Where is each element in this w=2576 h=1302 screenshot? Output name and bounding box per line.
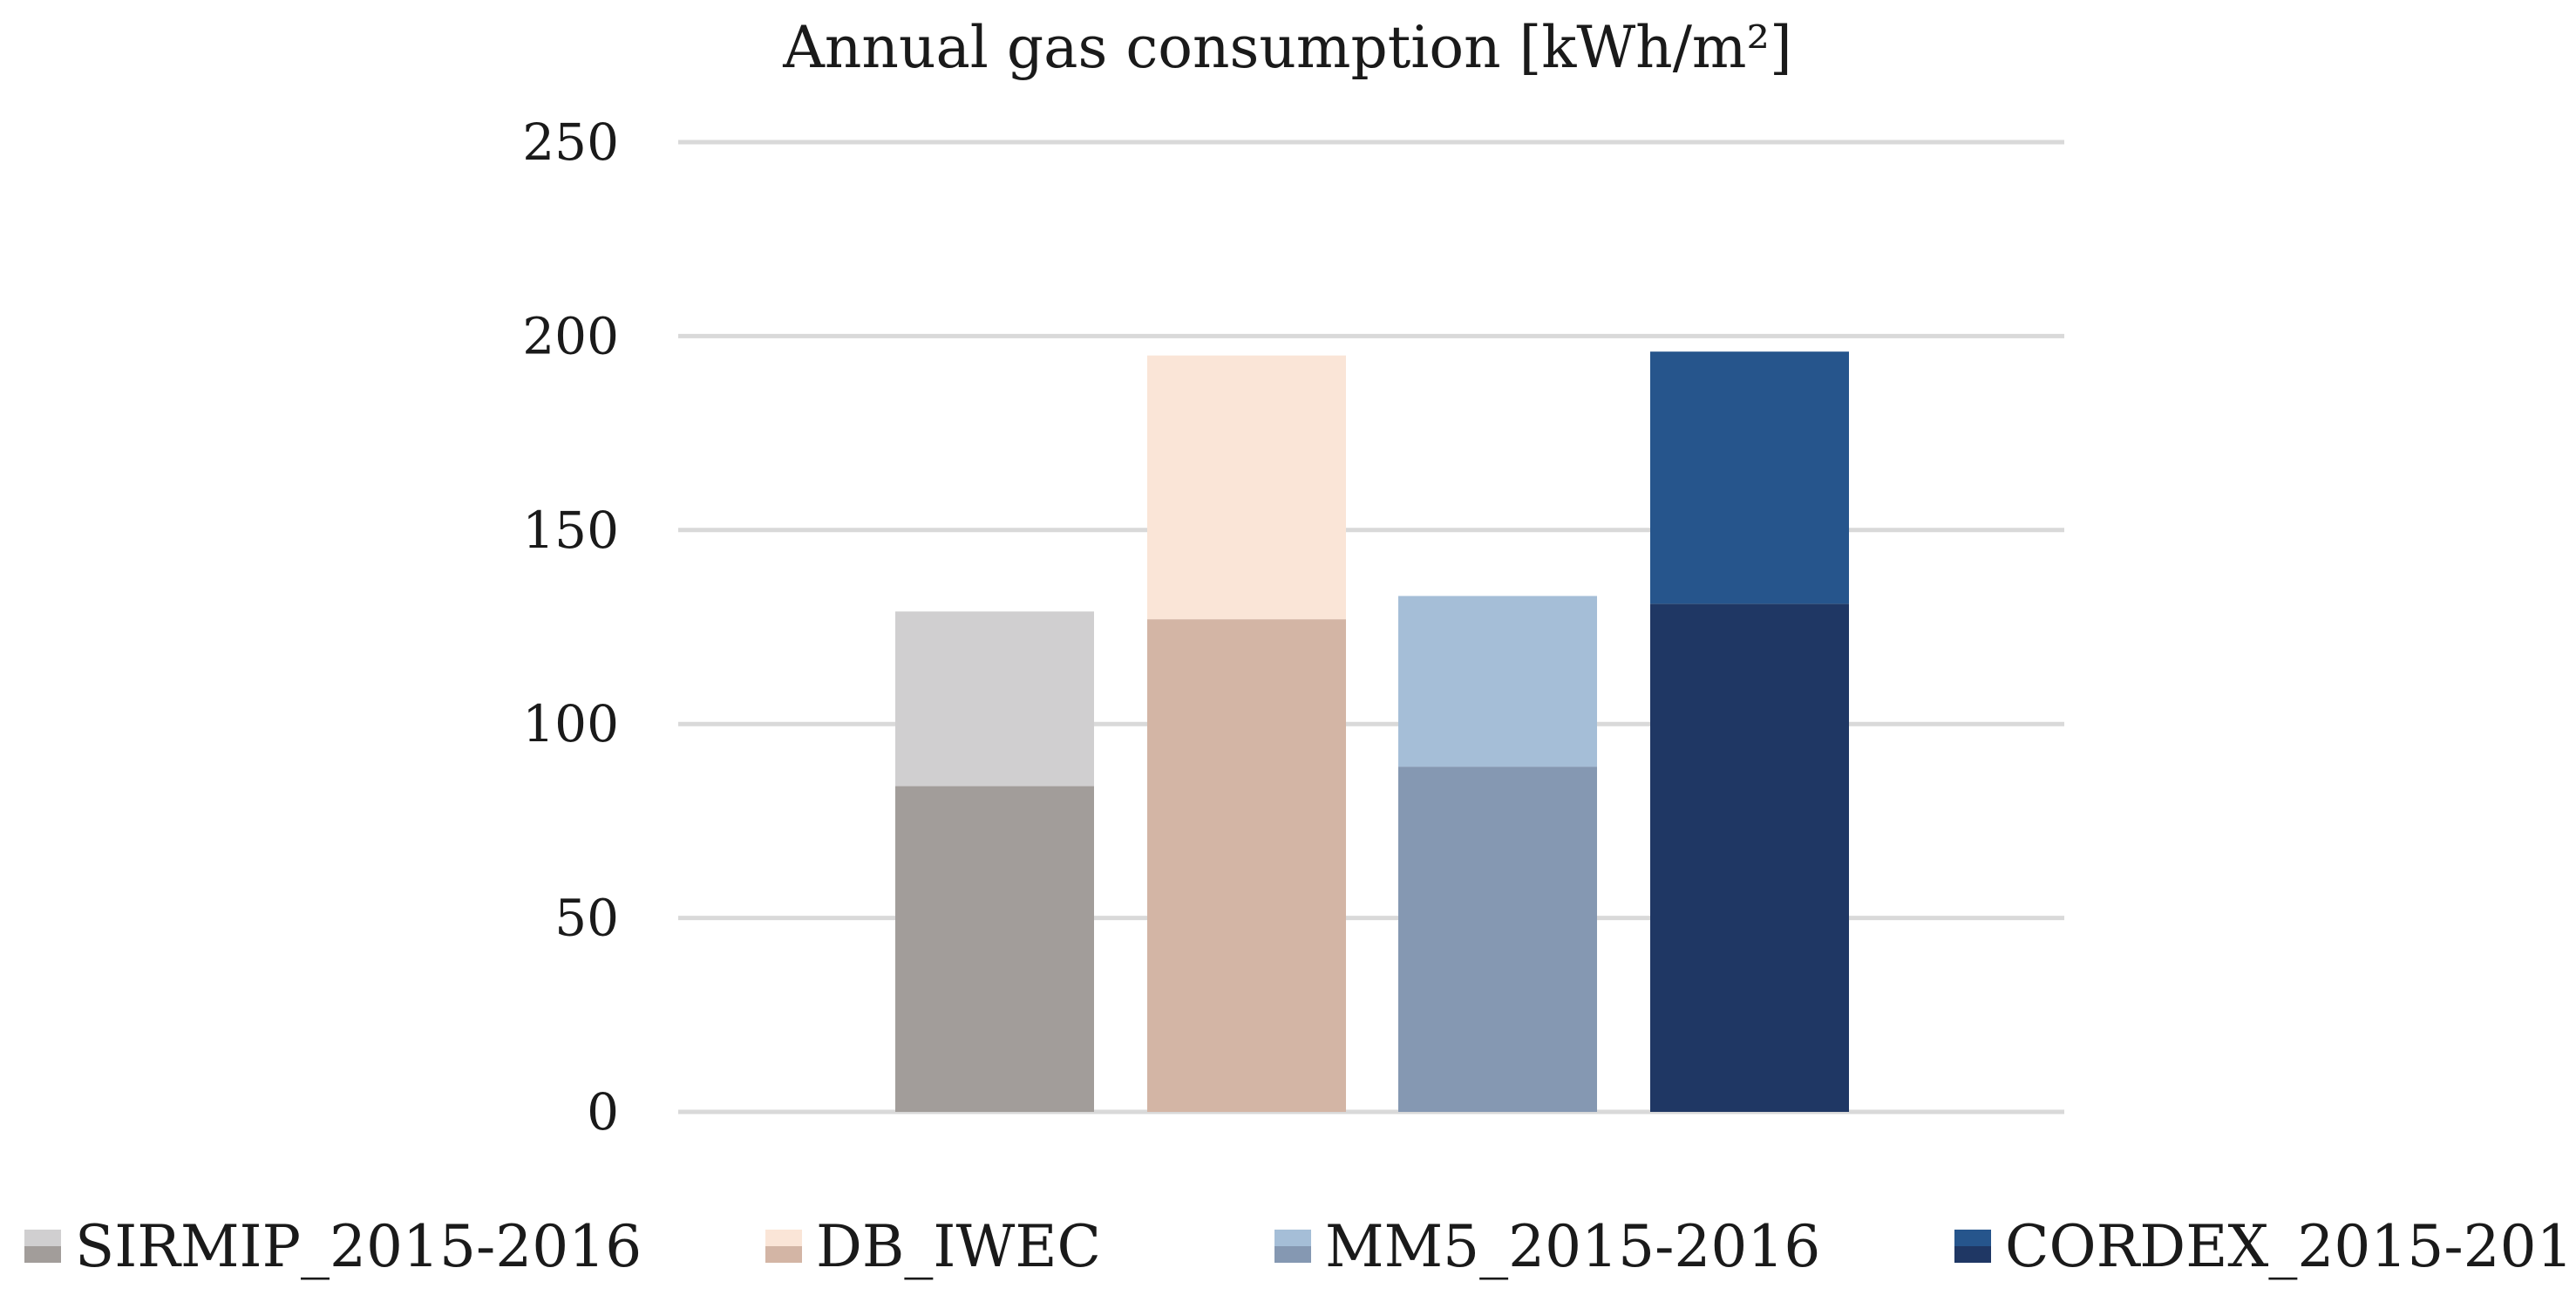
legend-swatch-base: [24, 1246, 61, 1263]
y-tick-label: 100: [522, 694, 619, 753]
y-tick-label: 200: [522, 306, 619, 365]
legend-label: MM5_2015-2016: [1325, 1213, 1820, 1280]
bar-segment-top: [1147, 355, 1346, 620]
bars: [895, 351, 1849, 1112]
gridlines: [678, 140, 2064, 1115]
y-tick-label: 250: [522, 112, 619, 172]
legend-swatch-top: [24, 1230, 61, 1246]
legend-label: SIRMIP_2015-2016: [75, 1213, 642, 1280]
legend-swatch-top: [765, 1230, 802, 1246]
bar-segment-top: [1398, 596, 1597, 767]
legend: SIRMIP_2015-2016 DB_IWEC MM5_2015-2016 CORD…: [24, 1213, 2576, 1280]
legend-label: CORDEX_2015-2016: [2005, 1213, 2576, 1280]
bar-segment-top: [1650, 351, 1849, 604]
bar-segment-base: [1650, 603, 1849, 1112]
legend-swatch-top: [1274, 1230, 1311, 1246]
legend-label: DB_IWEC: [816, 1213, 1101, 1280]
bar-segment-base: [895, 786, 1094, 1112]
legend-swatch-base: [1954, 1246, 1991, 1263]
y-tick-label: 150: [522, 501, 619, 560]
bar-segment-base: [1147, 619, 1346, 1112]
bar-segment-top: [895, 611, 1094, 787]
y-tick-label: 50: [554, 889, 619, 948]
chart-title: Annual gas consumption [kWh/m²]: [782, 14, 1791, 81]
bar-segment-base: [1398, 767, 1597, 1112]
y-axis-tick-labels: 0 50 100 150 200 250: [522, 112, 619, 1142]
legend-swatch-base: [1274, 1246, 1311, 1263]
y-tick-label: 0: [587, 1082, 619, 1142]
legend-swatch-base: [765, 1246, 802, 1263]
legend-swatch-top: [1954, 1230, 1991, 1246]
